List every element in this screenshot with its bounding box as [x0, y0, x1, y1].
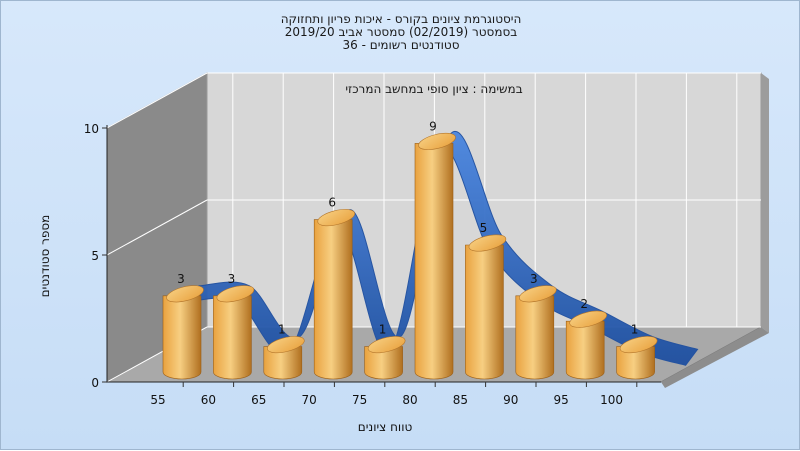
bar-value-label: 5 — [480, 221, 488, 235]
chart-title-line-1: היסטוגרמת ציונים בקורס - איכות פריון ותח… — [280, 12, 522, 26]
bar-body — [565, 320, 605, 380]
y-axis-label: מספר סטודנטים — [38, 215, 52, 298]
bar-cap — [418, 132, 456, 150]
bar-95 — [565, 310, 608, 380]
bar-body — [263, 346, 303, 380]
x-tick-label: 60 — [201, 393, 216, 407]
bar-100 — [616, 336, 658, 380]
bar-value-label: 1 — [379, 323, 387, 337]
bar-value-label: 2 — [580, 297, 588, 311]
y-tick-label: 0 — [91, 376, 99, 390]
bar-cap — [518, 285, 557, 303]
side-grid-line — [106, 72, 208, 129]
bar-cap — [619, 336, 658, 354]
bar-60 — [213, 285, 255, 380]
chart-title-line-2: בסמסטר (02/2019) סמסטר אביב 2019/20 — [284, 25, 518, 39]
bar-cap — [266, 336, 305, 354]
bar-90 — [515, 285, 557, 380]
x-tick-label: 100 — [600, 393, 623, 407]
y-tick-label: 10 — [84, 122, 99, 136]
x-axis-label: טווח ציונים — [358, 420, 413, 434]
bar-body — [213, 295, 252, 380]
bar-value-label: 1 — [631, 323, 639, 337]
chart-title-line-3: סטודנטים רשומים - 36 — [342, 38, 460, 52]
plot-title: במשימה : ציון סופי במחשב המרכזי — [345, 82, 522, 96]
bar-value-label: 6 — [328, 196, 336, 210]
y-tick-label: 5 — [91, 249, 99, 263]
x-tick-label: 65 — [251, 393, 266, 407]
bar-65 — [263, 336, 305, 380]
bar-cap — [166, 285, 204, 303]
bar-value-label: 3 — [228, 272, 236, 286]
bar-cap — [216, 285, 255, 303]
floor-edge — [661, 327, 769, 388]
x-tick-label: 95 — [554, 393, 569, 407]
bar-body — [414, 143, 454, 380]
bar-body — [515, 295, 555, 380]
bar-value-label: 3 — [530, 272, 538, 286]
bar-cap — [468, 234, 507, 252]
bar-value-label: 9 — [429, 119, 437, 133]
bar-value-label: 1 — [278, 323, 286, 337]
x-tick-label: 90 — [503, 393, 518, 407]
bar-cap — [367, 336, 406, 354]
bar-75 — [364, 336, 406, 380]
bar-cap — [317, 209, 356, 227]
bar-value-label: 3 — [177, 272, 185, 286]
x-tick-label: 70 — [302, 393, 317, 407]
bar-80 — [414, 132, 456, 380]
bar-70 — [313, 209, 356, 380]
bar-body — [465, 244, 504, 380]
bar-body — [616, 346, 655, 380]
x-tick-label: 80 — [402, 393, 417, 407]
bar-55 — [162, 285, 204, 380]
back-wall-edge — [761, 73, 769, 333]
x-tick-label: 75 — [352, 393, 367, 407]
x-tick-label: 85 — [453, 393, 468, 407]
bar-body — [313, 219, 353, 380]
bar-85 — [465, 234, 507, 380]
bar-body — [162, 295, 202, 380]
side-grid-line — [106, 199, 208, 256]
bar-cap — [569, 310, 608, 328]
x-tick-label: 55 — [150, 393, 165, 407]
bar-body — [364, 346, 403, 380]
